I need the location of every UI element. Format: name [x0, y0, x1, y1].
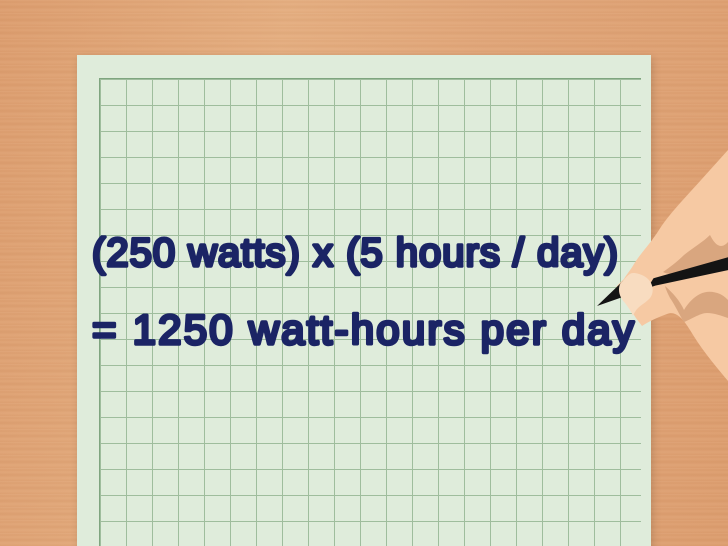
svg-text:(250 watts) x (5 hours / day): (250 watts) x (5 hours / day) — [92, 231, 619, 275]
svg-text:= 1250 watt-hours per day: = 1250 watt-hours per day — [92, 306, 636, 353]
